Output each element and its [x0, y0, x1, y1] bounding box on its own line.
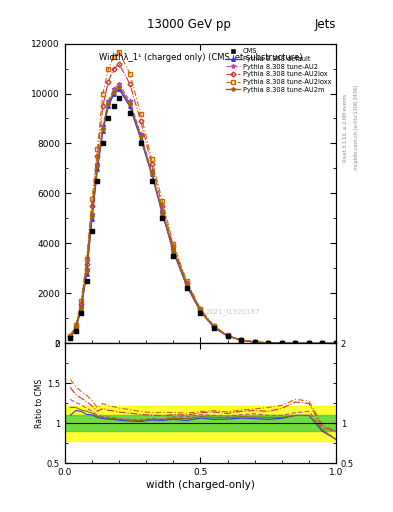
Point [149, 177, 155, 185]
Point [94, 177, 101, 185]
Point [211, 324, 217, 332]
Point [100, 139, 106, 147]
Text: Jets: Jets [314, 18, 336, 31]
Point [116, 94, 122, 102]
Point [224, 332, 231, 340]
Point [319, 339, 325, 348]
Point [184, 284, 190, 292]
Point [252, 338, 258, 346]
Point [73, 327, 79, 335]
Text: 13000 GeV pp: 13000 GeV pp [147, 18, 231, 31]
Point [105, 114, 111, 122]
Point [292, 339, 298, 348]
Bar [65, 406, 336, 441]
Point [67, 334, 73, 343]
Point [197, 309, 204, 317]
Point [238, 336, 244, 345]
Point [170, 252, 176, 260]
Point [110, 102, 117, 110]
Point [279, 339, 285, 347]
Point [265, 339, 271, 347]
Legend: CMS, Pythia 8.308 default, Pythia 8.308 tune-AU2, Pythia 8.308 tune-AU2lox, Pyth: CMS, Pythia 8.308 default, Pythia 8.308 … [224, 47, 333, 94]
Text: Rivet 3.1.10, ≥ 2.6M events: Rivet 3.1.10, ≥ 2.6M events [343, 94, 348, 162]
Point [78, 309, 84, 317]
Text: mcplots.cern.ch [arXiv:1306.3436]: mcplots.cern.ch [arXiv:1306.3436] [354, 86, 359, 170]
Point [138, 139, 144, 147]
Point [306, 339, 312, 348]
Y-axis label: Ratio to CMS: Ratio to CMS [35, 379, 44, 428]
Bar [65, 415, 336, 432]
Text: Widthλ_1¹ (charged only) (CMS jet substructure): Widthλ_1¹ (charged only) (CMS jet substr… [99, 53, 302, 61]
X-axis label: width (charged-only): width (charged-only) [146, 480, 255, 490]
Point [89, 227, 95, 235]
Point [83, 277, 90, 285]
Point [333, 339, 339, 348]
Point [159, 215, 165, 223]
Text: 2021_I1920187: 2021_I1920187 [206, 308, 261, 315]
Point [127, 110, 133, 118]
